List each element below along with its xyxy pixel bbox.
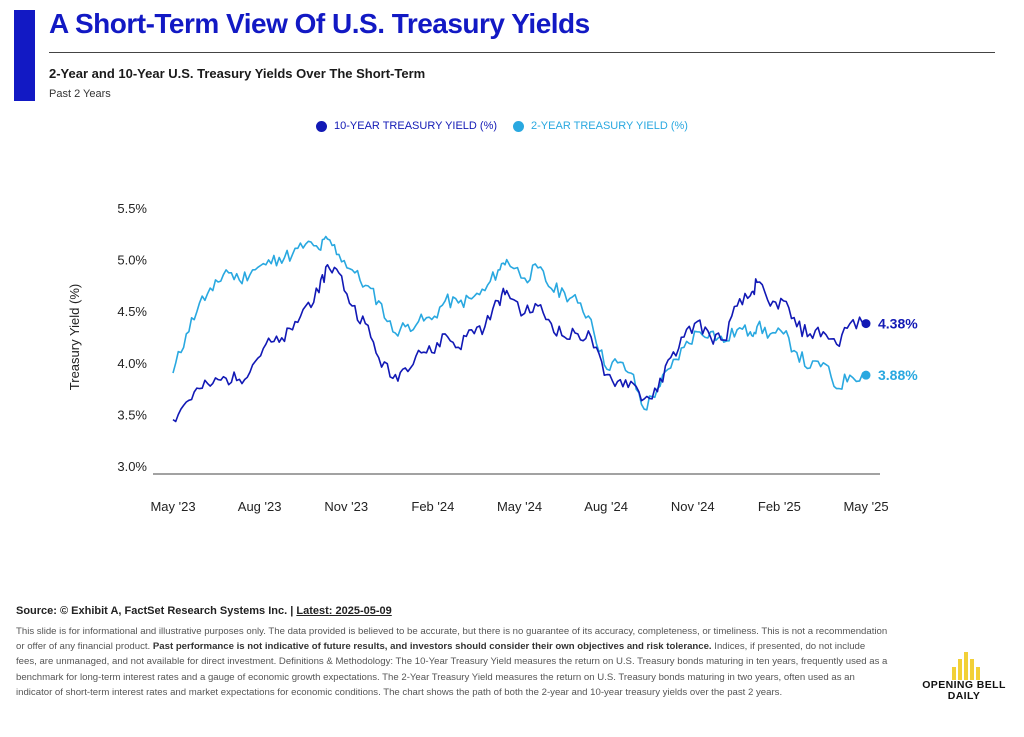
disclaimer-bold: Past performance is not indicative of fu… — [152, 641, 712, 653]
source-label: Source: © Exhibit A, FactSet Research Sy… — [16, 605, 297, 617]
x-tick-label: Feb '25 — [758, 499, 801, 514]
disclaimer-part-1: This slide is for informational and illu… — [16, 626, 888, 653]
x-tick-label: Nov '23 — [324, 499, 368, 514]
x-tick-label: May '24 — [497, 499, 542, 514]
x-tick-label: Aug '23 — [238, 499, 282, 514]
y-tick-label: 4.0% — [117, 356, 147, 371]
y-tick-label: 4.5% — [117, 304, 147, 319]
logo-bars-icon — [952, 650, 980, 680]
logo-wordmark: OPENING BELL DAILY — [922, 679, 1006, 702]
logo-bar — [958, 659, 962, 680]
end-dot-2-year — [861, 370, 871, 380]
line-2-year — [172, 235, 867, 411]
header-accent-bar — [14, 10, 35, 101]
chart-subtitle: 2-Year and 10-Year U.S. Treasury Yields … — [49, 66, 426, 81]
y-tick-label: 5.5% — [117, 201, 147, 216]
yield-line-chart: 3.0% 3.5% 4.0% 4.5% 5.0% 5.5% Treasury Yield (… — [67, 201, 918, 514]
logo-bar — [976, 667, 980, 680]
x-tick-label: Feb '24 — [411, 499, 454, 514]
y-tick-label: 3.0% — [117, 459, 147, 474]
legend-label-10-year: 10-YEAR TREASURY YIELD (%) — [334, 120, 498, 132]
x-tick-label: May '23 — [150, 499, 195, 514]
end-label-10-year: 4.38% — [878, 316, 918, 332]
end-dot-10-year — [861, 319, 871, 329]
legend-item-2-year: 2-YEAR TREASURY YIELD (%) — [513, 120, 688, 132]
y-tick-label: 3.5% — [117, 407, 147, 422]
latest-date-link[interactable]: Latest: 2025-05-09 — [296, 605, 392, 617]
disclaimer-part-2: Indices, if presented, do not include fe… — [16, 641, 888, 698]
disclaimer-text: This slide is for informational and illu… — [16, 624, 888, 700]
legend-dot-10-year — [316, 120, 327, 132]
source-line: Source: © Exhibit A, FactSet Research Sy… — [16, 605, 392, 617]
x-tick-label: Nov '24 — [671, 499, 715, 514]
title-divider — [49, 52, 995, 53]
logo-bar — [970, 659, 974, 680]
legend-label-2-year: 2-YEAR TREASURY YIELD (%) — [531, 120, 688, 132]
logo-bar — [952, 667, 956, 680]
logo-bar — [964, 652, 968, 680]
legend-dot-2-year — [513, 120, 525, 132]
page-title: A Short-Term View Of U.S. Treasury Yield… — [49, 8, 590, 39]
legend-item-10-year: 10-YEAR TREASURY YIELD (%) — [316, 120, 497, 132]
y-axis-title: Treasury Yield (%) — [67, 284, 82, 390]
chart-legend: 10-YEAR TREASURY YIELD (%) 2-YEAR TREASU… — [316, 120, 688, 132]
line-10-year — [172, 263, 867, 423]
opening-bell-daily-logo: OPENING BELL DAILY — [914, 646, 1014, 704]
time-period-label: Past 2 Years — [49, 88, 111, 100]
y-tick-label: 5.0% — [117, 253, 147, 268]
x-tick-label: Aug '24 — [584, 499, 628, 514]
x-tick-label: May '25 — [843, 499, 888, 514]
end-label-2-year: 3.88% — [878, 367, 918, 383]
